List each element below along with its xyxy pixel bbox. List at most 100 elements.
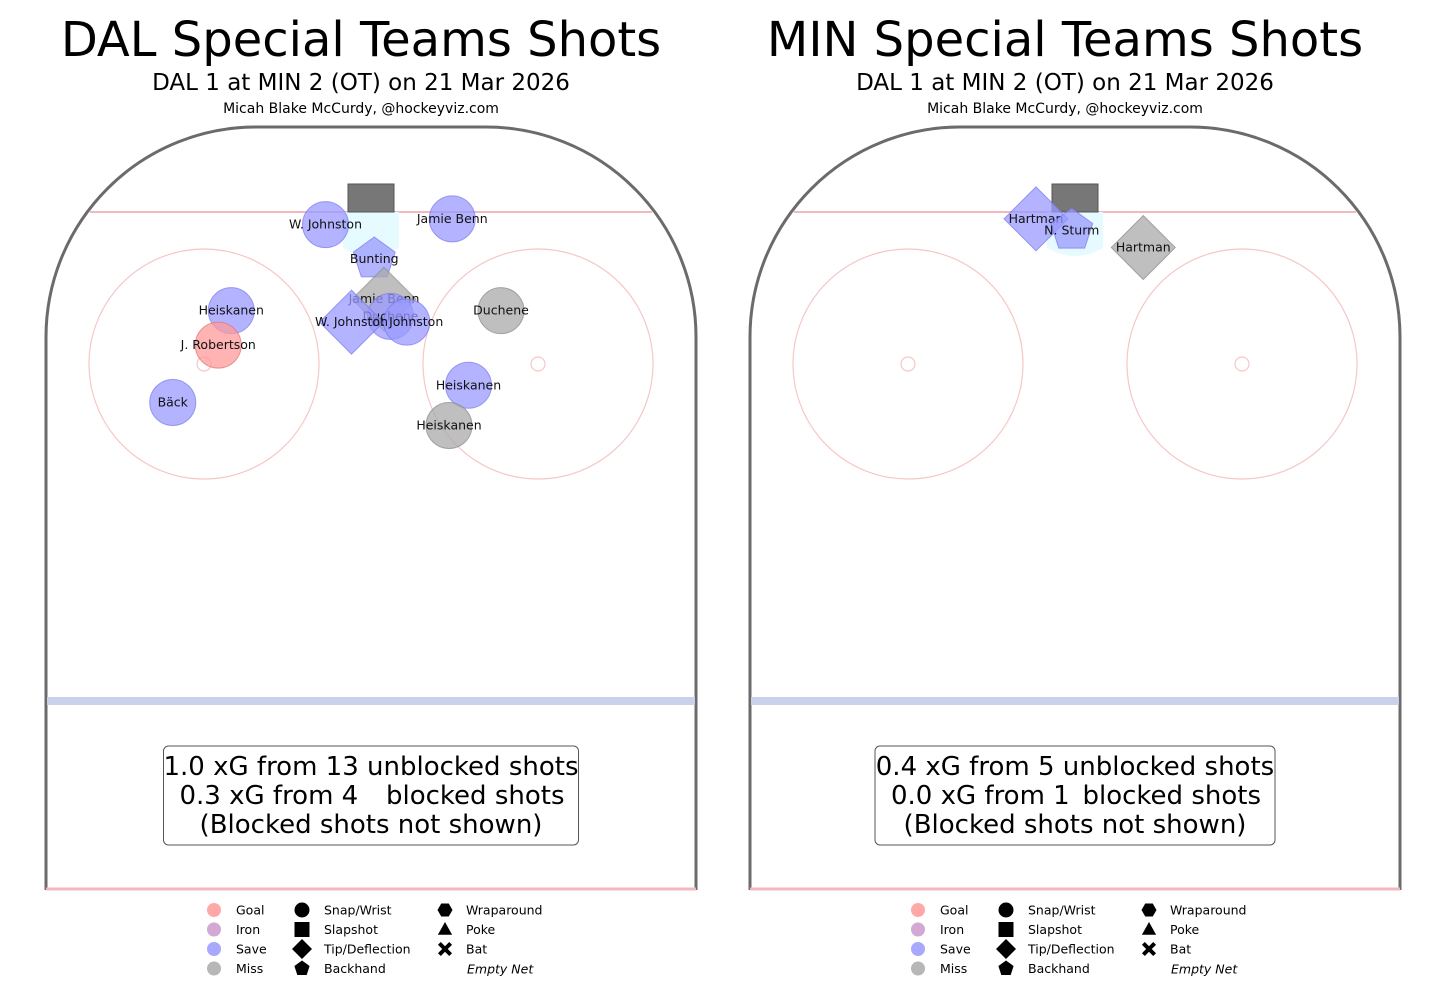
legend-label: Tip/Deflection xyxy=(1027,942,1115,957)
legend: Goal Iron Save Miss Snap/Wrist Slapshot Tip/De… xyxy=(207,902,542,977)
legend-label: Poke xyxy=(1170,922,1200,937)
shot-marker xyxy=(1050,207,1094,249)
summary-blocked-label: blocked shots xyxy=(1083,781,1262,811)
legend-label: Goal xyxy=(940,903,968,918)
legend-label: Iron xyxy=(236,922,260,937)
chart-credit: Micah Blake McCurdy, @hockeyviz.com xyxy=(223,101,499,117)
shot-marker xyxy=(194,321,242,369)
shot-label: Heiskanen xyxy=(436,377,501,392)
summary-blocked-xg: 0.0 xG from 1 xyxy=(891,781,1070,811)
summary-note: (Blocked shots not shown) xyxy=(904,810,1247,840)
faceoff-dot xyxy=(900,356,916,372)
legend-label: Miss xyxy=(940,961,967,976)
faceoff-circle xyxy=(88,248,320,480)
circle-icon xyxy=(998,902,1014,918)
shot-label: Hartman xyxy=(1009,211,1064,226)
shot-label: Heiskanen xyxy=(199,303,264,318)
shot-label: J. Robertson xyxy=(180,337,256,352)
faceoff-circle xyxy=(422,248,654,480)
shot-label: Bäck xyxy=(158,395,189,410)
summary-box xyxy=(874,745,1276,846)
summary-blocked-xg: 0.3 xG from 4 xyxy=(180,781,359,811)
hexagon-icon xyxy=(437,903,453,917)
rink-boards xyxy=(748,125,1402,890)
legend-label: Wraparound xyxy=(1170,903,1246,918)
shot-marker xyxy=(149,379,197,427)
legend-swatch-iron xyxy=(911,922,925,937)
shot-label: Jamie Benn xyxy=(416,211,488,226)
legend-label: Save xyxy=(940,942,971,957)
faceoff-dot xyxy=(1234,356,1250,372)
summary-unblocked: 0.4 xG from 5 unblocked shots xyxy=(876,752,1274,782)
legend-label: Poke xyxy=(466,922,496,937)
shot-label: Heiskanen xyxy=(416,417,481,432)
diamond-icon xyxy=(292,939,312,959)
legend-label: Slapshot xyxy=(1028,922,1082,937)
shot-label: W. Johnston xyxy=(289,217,362,232)
shot-marker xyxy=(477,287,525,335)
shot-label: N. Sturm xyxy=(1044,222,1099,237)
legend-label: Tip/Deflection xyxy=(323,942,411,957)
legend-label: Wraparound xyxy=(466,903,542,918)
legend-swatch-save xyxy=(911,942,925,956)
summary-blocked-label: blocked shots xyxy=(386,781,565,811)
legend-label: Snap/Wrist xyxy=(324,903,392,918)
legend-label: Save xyxy=(236,942,267,957)
shot-label: Duchene xyxy=(473,303,529,318)
chart-credit: Micah Blake McCurdy, @hockeyviz.com xyxy=(927,101,1203,117)
blue-line xyxy=(47,697,695,705)
legend-swatch-goal xyxy=(911,903,925,917)
goal-net xyxy=(347,183,395,213)
shot-marker xyxy=(318,289,385,355)
chart-subtitle: DAL 1 at MIN 2 (OT) on 21 Mar 2026 xyxy=(856,70,1274,96)
shot-marker xyxy=(445,361,492,409)
cross-icon xyxy=(1141,941,1157,957)
pentagon-icon xyxy=(998,960,1014,975)
hexagon-icon xyxy=(1141,903,1157,917)
legend-empty-net: Empty Net xyxy=(467,962,534,977)
legend-label: Miss xyxy=(236,961,263,976)
chart-title: MIN Special Teams Shots xyxy=(767,12,1363,68)
shot-marker xyxy=(302,201,349,249)
shot-label: Bunting xyxy=(350,251,399,266)
goal-net xyxy=(1051,183,1099,213)
legend-label: Backhand xyxy=(324,961,386,976)
shot-marker xyxy=(428,195,476,243)
legend-swatch-save xyxy=(207,942,221,956)
legend: Goal Iron Save Miss Snap/Wrist Slapshot Tip/De… xyxy=(911,902,1246,977)
pentagon-icon xyxy=(294,960,310,975)
diamond-icon xyxy=(996,939,1016,959)
faceoff-circle xyxy=(1126,248,1358,480)
summary-box xyxy=(163,745,579,846)
shot-marker xyxy=(1110,214,1176,281)
legend-swatch-goal xyxy=(207,903,221,917)
square-icon xyxy=(294,922,310,937)
chart-title: DAL Special Teams Shots xyxy=(61,12,661,68)
shot-label: Hartman xyxy=(1116,240,1171,255)
square-icon xyxy=(998,922,1014,937)
legend-label: Goal xyxy=(236,903,264,918)
circle-icon xyxy=(294,902,310,918)
chart-subtitle: DAL 1 at MIN 2 (OT) on 21 Mar 2026 xyxy=(152,70,570,96)
legend-label: Bat xyxy=(466,942,487,957)
legend-swatch-iron xyxy=(207,922,221,937)
legend-label: Slapshot xyxy=(324,922,378,937)
blue-line xyxy=(751,697,1399,705)
shot-label: W. Johnston xyxy=(315,314,388,329)
legend-swatch-miss xyxy=(207,961,221,976)
faceoff-circle xyxy=(792,248,1024,480)
legend-empty-net: Empty Net xyxy=(1171,962,1238,977)
rink-boards xyxy=(44,125,698,890)
shot-marker xyxy=(425,401,473,449)
shot-label: W. Johnston xyxy=(370,314,443,329)
summary-unblocked: 1.0 xG from 13 unblocked shots xyxy=(164,752,579,782)
legend-swatch-miss xyxy=(911,961,925,976)
legend-label: Iron xyxy=(940,922,964,937)
triangle-icon xyxy=(1141,922,1157,935)
legend-label: Backhand xyxy=(1028,961,1090,976)
